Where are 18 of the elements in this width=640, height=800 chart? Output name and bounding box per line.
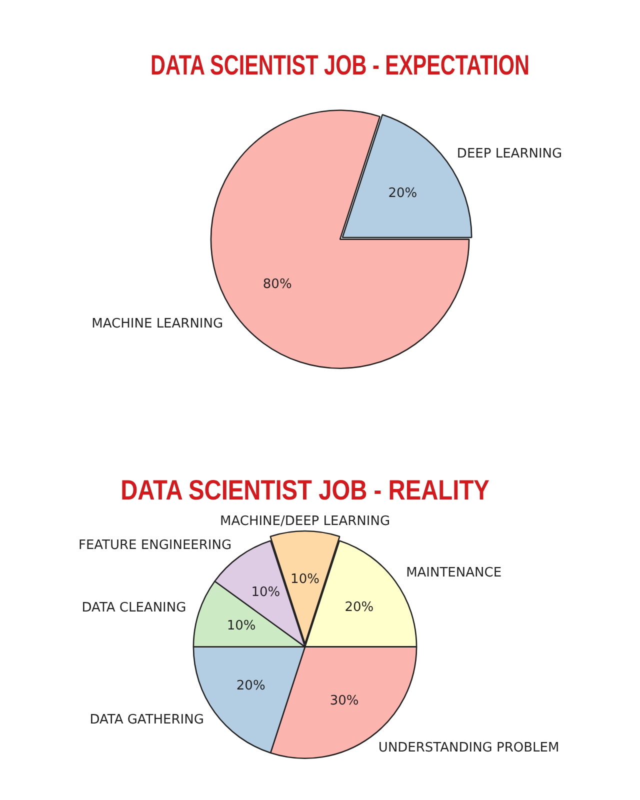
data-label: 10% <box>251 585 280 600</box>
data-label: 20% <box>388 186 418 202</box>
data-label: 20% <box>236 678 266 694</box>
data-label: 30% <box>330 693 359 708</box>
slice-label: FEATURE ENGINEERING <box>78 538 232 554</box>
slice-label: DATA GATHERING <box>90 712 204 728</box>
slice-label: MACHINE/DEEP LEARNING <box>220 514 390 530</box>
chart-title: DATA SCIENTIST JOB - REALITY <box>120 476 490 506</box>
slice-label: MAINTENANCE <box>406 566 502 581</box>
data-label: 10% <box>290 572 320 588</box>
slice-label: MACHINE LEARNING <box>92 316 224 332</box>
slice-label: DEEP LEARNING <box>456 146 562 162</box>
data-label: 80% <box>262 277 292 292</box>
chart-title: DATA SCIENTIST JOB - EXPECTATION <box>150 50 530 82</box>
data-label: 20% <box>344 600 374 615</box>
data-label: 10% <box>226 618 256 634</box>
slice-label: DATA CLEANING <box>82 600 186 616</box>
slice-label: UNDERSTANDING PROBLEM <box>378 740 560 756</box>
